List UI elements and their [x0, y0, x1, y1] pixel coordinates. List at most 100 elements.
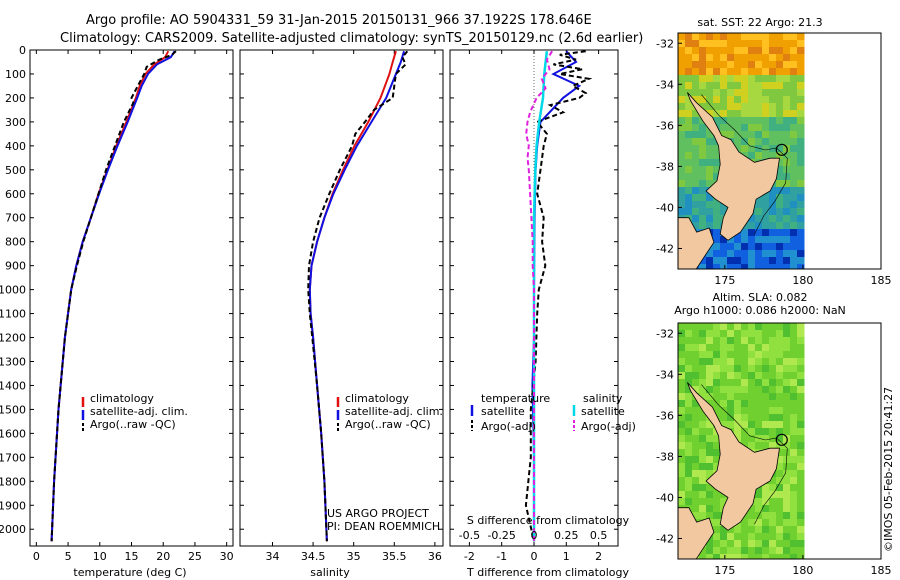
map-cell [762, 428, 770, 436]
depth-tick-label: 700 [5, 212, 26, 225]
map-cell [776, 264, 784, 269]
x-tick-label: 5 [65, 550, 72, 563]
x-tick-label: 0 [33, 550, 40, 563]
depth-tick-label: 1100 [0, 308, 26, 321]
x-tick-label: 34 [265, 550, 279, 563]
map-cell [720, 131, 728, 139]
map-cell [797, 533, 805, 541]
map-cell [713, 222, 721, 230]
map-cell [769, 68, 777, 76]
map-cell [776, 201, 784, 209]
map-cell [769, 351, 777, 359]
map-cell [741, 435, 749, 443]
map-cell [776, 257, 784, 265]
map-cell [699, 344, 707, 352]
map-cell [769, 131, 777, 139]
map-cell [783, 47, 791, 55]
map-cell [706, 491, 714, 499]
map-cell [755, 201, 763, 209]
map-cell [797, 173, 805, 181]
map-cell [692, 498, 700, 506]
map-cell [797, 526, 805, 534]
map-cell [755, 89, 763, 97]
map-cell [678, 435, 686, 443]
map-y-tick-label: -36 [656, 409, 674, 422]
map-cell [678, 337, 686, 345]
map-cell [790, 337, 798, 345]
map-cell [748, 372, 756, 380]
map-cell [727, 33, 735, 41]
map-cell [769, 222, 777, 230]
map-cell [692, 400, 700, 408]
map-cell [783, 152, 791, 160]
map-cell [762, 145, 770, 153]
map-cell [783, 201, 791, 209]
map-cell [692, 145, 700, 153]
map-cell [678, 110, 686, 118]
x-tick-label: 35.5 [382, 550, 407, 563]
map-cell [692, 54, 700, 62]
map-cell [776, 103, 784, 111]
map-cell [706, 166, 714, 174]
map-cell [734, 103, 742, 111]
map-cell [692, 337, 700, 345]
map-cell [790, 152, 798, 160]
map-cell [713, 103, 721, 111]
map-cell [762, 33, 770, 41]
map-cell [699, 201, 707, 209]
map-cell [734, 124, 742, 132]
map-cell [720, 75, 728, 83]
map-cell [685, 393, 693, 401]
map-cell [685, 498, 693, 506]
depth-tick-label: 500 [5, 164, 26, 177]
map-y-tick-label: -34 [656, 368, 674, 381]
map-cell [790, 250, 798, 258]
map-cell [748, 103, 756, 111]
map-cell [790, 96, 798, 104]
map-cell [734, 400, 742, 408]
map-cell [755, 372, 763, 380]
map-cell [727, 386, 735, 394]
map-cell [734, 358, 742, 366]
map-cell [734, 428, 742, 436]
map-cell [678, 386, 686, 394]
x-tick-label: 1 [563, 550, 570, 563]
map-cell [783, 222, 791, 230]
map-cell [762, 152, 770, 160]
map-cell [713, 533, 721, 541]
north-island-land [687, 382, 780, 531]
map-cell [783, 257, 791, 265]
map-cell [762, 131, 770, 139]
map-cell [720, 61, 728, 69]
map-cell [790, 103, 798, 111]
map-cell [755, 505, 763, 513]
map-cell [783, 477, 791, 485]
map-cell [706, 400, 714, 408]
sla-map-title-1: Altim. SLA: 0.082 [712, 291, 807, 304]
map-cell [748, 54, 756, 62]
map-cell [713, 152, 721, 160]
legend-temperature-title: temperature [481, 392, 550, 405]
map-cell [727, 365, 735, 373]
map-cell [685, 323, 693, 331]
map-cell [699, 264, 707, 269]
map-cell [685, 372, 693, 380]
map-cell [783, 407, 791, 415]
temperature-axes [29, 49, 234, 547]
x-tick-label: 2 [595, 550, 602, 563]
map-cell [790, 208, 798, 216]
map-cell [790, 484, 798, 492]
map-cell [769, 547, 777, 555]
map-cell [720, 547, 728, 555]
s-difference-xlabel: S difference from climatology [467, 514, 630, 527]
map-cell [678, 421, 686, 429]
imos-timestamp: ©IMOS 05-Feb-2015 20:41:27 [882, 387, 895, 552]
map-cell [720, 82, 728, 90]
map-cell [727, 89, 735, 97]
map-cell [783, 414, 791, 422]
map-cell [685, 337, 693, 345]
map-cell [734, 264, 742, 269]
map-cell [720, 264, 728, 269]
map-cell [769, 484, 777, 492]
legend-argo: Argo(..raw -QC) [345, 418, 431, 431]
